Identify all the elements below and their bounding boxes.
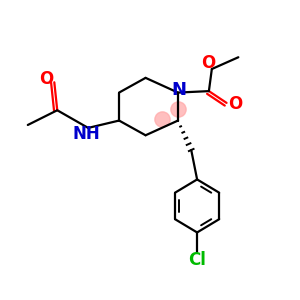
- Text: Cl: Cl: [188, 251, 206, 269]
- Text: O: O: [201, 53, 215, 71]
- Text: O: O: [39, 70, 53, 88]
- Text: O: O: [228, 95, 242, 113]
- Text: N: N: [171, 81, 186, 99]
- Text: NH: NH: [73, 125, 100, 143]
